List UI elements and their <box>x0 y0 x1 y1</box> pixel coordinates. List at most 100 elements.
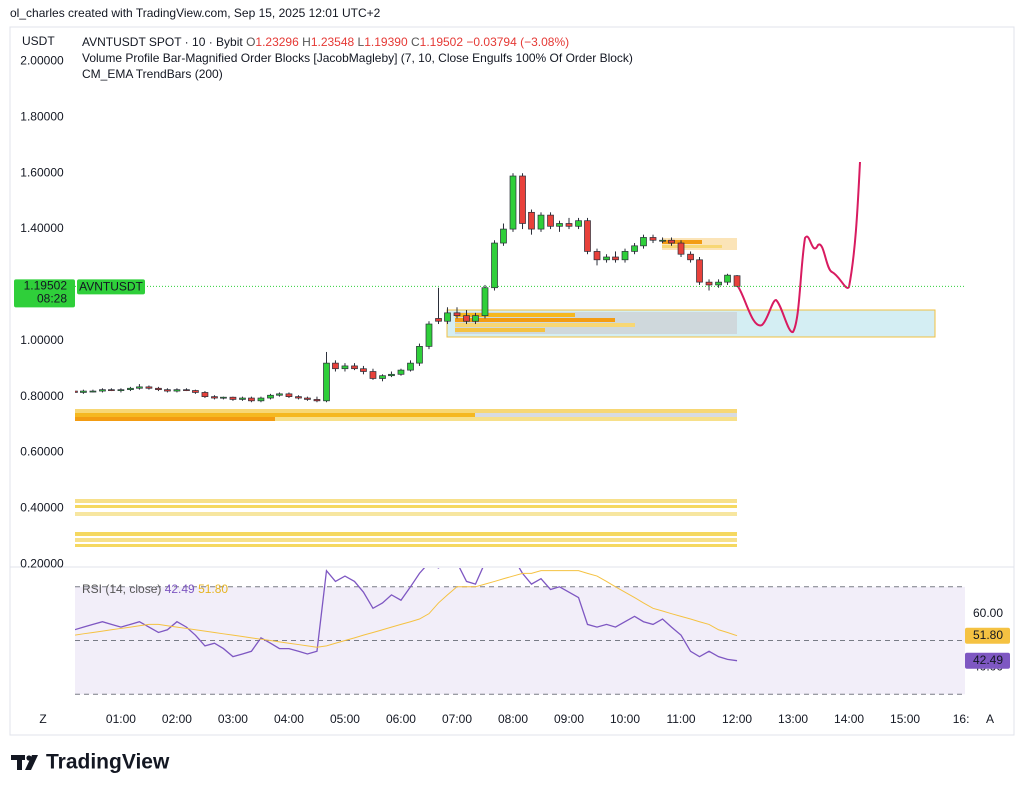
symbol-badge <box>77 279 145 295</box>
candle-body <box>388 373 395 377</box>
candle-body <box>715 281 722 286</box>
ohlc-letter: O <box>246 35 256 49</box>
candle-body <box>173 389 181 392</box>
logo-text: TradingView <box>46 751 170 774</box>
scale-button[interactable]: Z <box>39 712 46 726</box>
rsi-line <box>75 568 738 662</box>
candle-body <box>733 275 741 287</box>
candle-body <box>229 396 237 400</box>
candle-body <box>668 239 675 244</box>
rsi-tick-label: 60.00 <box>973 606 1003 620</box>
y-tick-label: 1.00000 <box>20 333 64 347</box>
candle-body <box>295 396 302 399</box>
x-tick-label: 15:00 <box>890 712 920 726</box>
candle-body <box>621 251 629 261</box>
candle-body <box>80 390 87 393</box>
candle-body <box>360 368 367 372</box>
x-tick-label: 01:00 <box>106 712 136 726</box>
x-tick-label: 04:00 <box>274 712 304 726</box>
candle-body <box>145 386 153 389</box>
x-tick-label: 02:00 <box>162 712 192 726</box>
ohlc-letter: H <box>302 35 311 49</box>
x-tick-label: 06:00 <box>386 712 416 726</box>
indicator-legend: Volume Profile Bar-Magnified Order Block… <box>82 51 633 65</box>
candle-body <box>705 281 713 286</box>
countdown: 08:28 <box>37 291 67 305</box>
candle-body <box>75 390 78 393</box>
candle-body <box>304 397 311 400</box>
ohlc-value: 1.23296 <box>255 35 299 49</box>
x-tick-label: 08:00 <box>498 712 528 726</box>
candle-body <box>593 251 601 261</box>
change: −0.03794 (−3.08%) <box>466 35 570 49</box>
candle-body <box>239 397 246 400</box>
candle-body <box>696 259 703 283</box>
candle-body <box>285 393 293 397</box>
rsi-value: 42.49 <box>164 582 195 596</box>
indicator-legend: CM_EMA TrendBars (200) <box>82 67 223 81</box>
symbol-badge-text: AVNTUSDT <box>79 279 143 293</box>
candle-body <box>407 362 414 371</box>
candle-body <box>472 315 479 322</box>
x-tick-label: 10:00 <box>610 712 640 726</box>
candle-body <box>211 396 218 399</box>
value-badge-text: 51.80 <box>973 628 1003 642</box>
candle-body <box>547 214 554 227</box>
rsi-line <box>75 570 738 648</box>
price-badge <box>14 279 75 308</box>
x-tick-label: 11:00 <box>666 712 695 726</box>
candle-body <box>127 387 134 391</box>
candle-body <box>117 389 125 392</box>
candle-body <box>463 315 470 322</box>
symbol-title: AVNTUSDT SPOT · 10 · Bybit <box>82 35 243 49</box>
value-badge-text: 42.49 <box>973 653 1003 667</box>
candle-body <box>136 386 143 389</box>
x-tick-label: 03:00 <box>218 712 248 726</box>
candle-body <box>257 397 265 402</box>
candle-body <box>509 175 517 230</box>
scale-button[interactable]: A <box>986 712 994 726</box>
candle-body <box>416 346 423 364</box>
y-tick-label: 1.40000 <box>20 221 64 235</box>
candle-body <box>201 392 209 397</box>
y-tick-label: 1.80000 <box>20 110 64 124</box>
price-badge-text: 1.19502 <box>24 278 68 292</box>
candle-body <box>500 228 507 244</box>
rsi-lines <box>75 568 738 662</box>
candle-body <box>537 214 545 230</box>
candle-body <box>687 253 694 261</box>
candle-body <box>397 369 405 375</box>
ohlc-letter: L <box>357 35 365 49</box>
candle-body <box>192 390 199 393</box>
candle-body <box>351 365 358 370</box>
x-tick-label: 07:00 <box>442 712 472 726</box>
chart-frame <box>9 26 1015 736</box>
candle-body <box>369 371 377 379</box>
y-tick-label: 1.60000 <box>20 165 64 179</box>
candle-body <box>612 256 619 261</box>
candle-body <box>379 375 386 379</box>
x-tick-label: 12:00 <box>722 712 752 726</box>
x-tick-label: 05:00 <box>330 712 360 726</box>
candle-body <box>341 365 349 370</box>
candles <box>75 173 741 403</box>
candle-body <box>155 387 162 391</box>
candle-body <box>603 256 610 261</box>
candle-body <box>323 362 330 402</box>
candle-body <box>528 211 535 230</box>
candle-body <box>99 389 106 392</box>
candle-body <box>332 362 339 370</box>
symbol-legend: AVNTUSDT SPOT · 10 · Bybit O1.23296 H1.2… <box>82 34 569 50</box>
x-tick-label: 14:00 <box>834 712 864 726</box>
ohlc-value: 1.23548 <box>310 35 355 49</box>
y-tick-label: 2.00000 <box>20 54 64 68</box>
candle-body <box>640 237 647 247</box>
candle-body <box>453 312 461 317</box>
rsi-legend: RSI (14, close) 42.49 51.80 <box>82 581 228 597</box>
candle-body <box>491 242 498 289</box>
candle-body <box>444 312 451 322</box>
candle-body <box>183 389 190 392</box>
candle-body <box>724 274 731 283</box>
currency: USDT <box>22 34 55 48</box>
